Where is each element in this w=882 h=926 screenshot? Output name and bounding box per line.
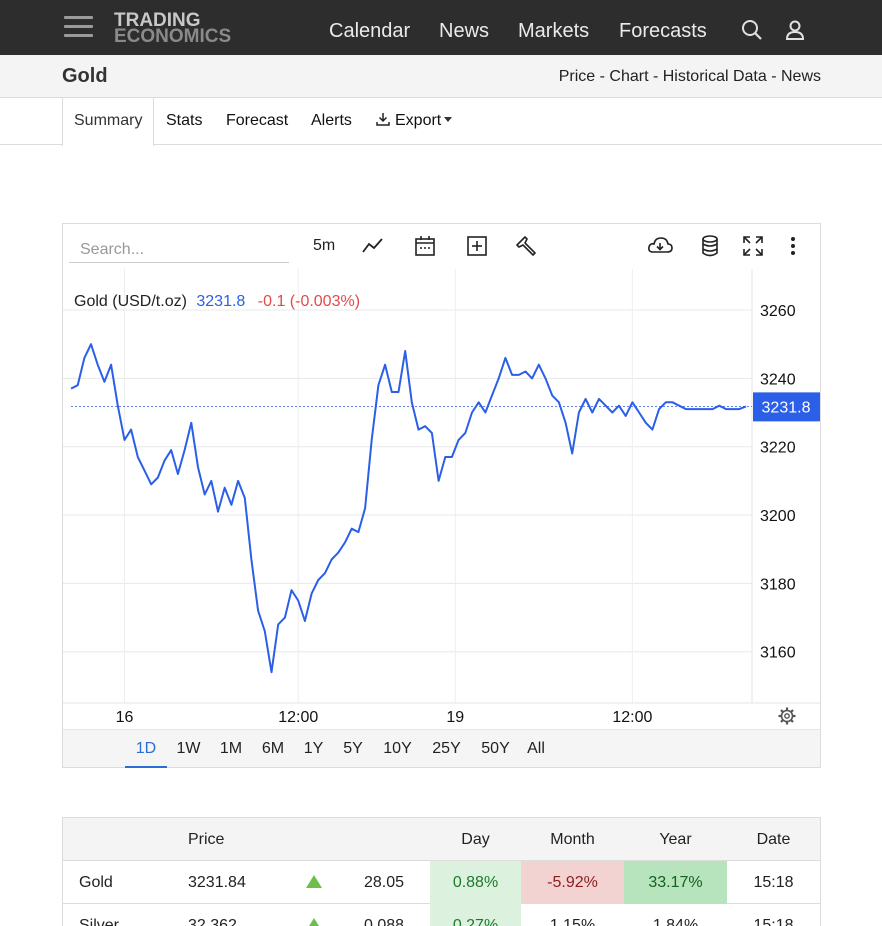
x-tick-label: 12:00 xyxy=(612,709,652,726)
breadcrumb[interactable]: Price - Chart - Historical Data - News xyxy=(558,68,821,85)
logo-line2: ECONOMICS xyxy=(114,26,232,47)
y-tick-label: 3240 xyxy=(760,371,796,388)
calendar-icon[interactable] xyxy=(413,234,437,258)
page-title: Gold xyxy=(62,65,108,87)
cloud-download-icon[interactable] xyxy=(647,234,673,258)
fullscreen-icon[interactable] xyxy=(741,234,765,258)
table-row[interactable]: Silver 32.362 0.088 0.27% 1.15% 1.84% 15… xyxy=(63,904,820,926)
x-tick-label: 19 xyxy=(446,709,464,726)
chevron-down-icon xyxy=(444,117,453,122)
y-tick-label: 3200 xyxy=(760,508,796,525)
wrench-icon[interactable] xyxy=(516,234,540,258)
chart-search-input[interactable] xyxy=(69,237,289,263)
nav-news[interactable]: News xyxy=(439,20,490,42)
range-25y[interactable]: 25Y xyxy=(432,740,461,757)
row-name[interactable]: Gold xyxy=(79,874,113,891)
y-tick-label: 3180 xyxy=(760,576,796,593)
row-year: 1.84% xyxy=(652,917,699,926)
range-all[interactable]: All xyxy=(527,740,545,757)
section-tabs: Summary Stats Forecast Alerts Export xyxy=(0,98,882,146)
legend-last-value: 3231.8 xyxy=(196,293,245,310)
table-row[interactable]: Gold 3231.84 28.05 0.88% -5.92% 33.17% 1… xyxy=(63,861,820,904)
y-tick-label: 3220 xyxy=(760,440,796,457)
header-price: Price xyxy=(188,831,225,848)
x-tick-label: 12:00 xyxy=(278,709,318,726)
range-6m[interactable]: 6M xyxy=(261,740,285,757)
row-price: 3231.84 xyxy=(188,874,246,891)
row-month: -5.92% xyxy=(521,861,624,904)
header-month: Month xyxy=(550,831,595,848)
row-date: 15:18 xyxy=(753,874,794,891)
row-month: 1.15% xyxy=(549,917,596,926)
row-date: 15:18 xyxy=(753,917,794,926)
nav-forecasts[interactable]: Forecasts xyxy=(619,20,707,42)
interval-selector[interactable]: 5m xyxy=(313,237,336,254)
chart-panel: 5m xyxy=(62,223,821,768)
row-day: 0.88% xyxy=(430,861,521,904)
row-day: 0.27% xyxy=(430,904,521,926)
range-1m[interactable]: 1M xyxy=(219,740,243,757)
download-icon xyxy=(376,113,390,126)
range-1w[interactable]: 1W xyxy=(176,740,201,757)
database-icon[interactable] xyxy=(699,234,721,258)
title-strip: Gold Price - Chart - Historical Data - N… xyxy=(0,55,882,98)
price-tag xyxy=(753,392,820,422)
trading-economics-logo[interactable]: TRADING ECONOMICS xyxy=(114,10,232,47)
tab-forecast[interactable]: Forecast xyxy=(226,112,289,129)
tab-export[interactable]: Export xyxy=(375,98,453,145)
y-tick-label: 3160 xyxy=(760,645,796,662)
row-change: 0.088 xyxy=(363,917,405,926)
chart-legend: Gold (USD/t.oz) 3231.8 -0.1 (-0.003%) xyxy=(74,293,360,310)
range-1y[interactable]: 1Y xyxy=(303,740,324,757)
price-tag-label: 3231.8 xyxy=(762,399,811,416)
range-50y[interactable]: 50Y xyxy=(481,740,510,757)
up-arrow-icon xyxy=(306,875,322,888)
tab-alerts[interactable]: Alerts xyxy=(311,112,352,129)
nav-calendar[interactable]: Calendar xyxy=(329,20,411,42)
tab-stats[interactable]: Stats xyxy=(166,112,203,129)
up-arrow-icon xyxy=(306,918,322,926)
top-navbar: TRADING ECONOMICS Calendar News Markets … xyxy=(0,0,882,55)
hamburger-menu-icon[interactable] xyxy=(64,16,93,40)
tab-summary[interactable]: Summary xyxy=(62,98,155,146)
line-chart-type-icon[interactable] xyxy=(361,234,385,258)
quotes-table: Price Day Month Year Date Gold 3231.84 2… xyxy=(62,817,821,926)
row-price: 32.362 xyxy=(188,917,237,926)
table-header: Price Day Month Year Date xyxy=(63,818,820,861)
x-tick-label: 16 xyxy=(116,709,134,726)
row-name[interactable]: Silver xyxy=(79,917,120,926)
row-change: 28.05 xyxy=(363,874,405,891)
chart-settings-gear-icon[interactable] xyxy=(778,707,796,725)
user-account-icon[interactable] xyxy=(784,19,806,41)
search-icon[interactable] xyxy=(741,19,763,41)
header-date: Date xyxy=(756,831,791,848)
more-options-icon[interactable] xyxy=(783,234,803,258)
export-label: Export xyxy=(395,112,442,129)
range-5y[interactable]: 5Y xyxy=(343,740,363,757)
range-selector: 1D 1W 1M 6M 1Y 5Y 10Y 25Y 50Y All xyxy=(63,729,820,768)
y-tick-label: 3260 xyxy=(760,303,796,320)
nav-markets[interactable]: Markets xyxy=(518,20,590,42)
legend-change: -0.1 (-0.003%) xyxy=(258,293,360,310)
logo-line1: TRADING xyxy=(114,10,201,31)
range-1d[interactable]: 1D xyxy=(125,730,167,768)
range-10y[interactable]: 10Y xyxy=(383,740,412,757)
header-year: Year xyxy=(659,831,692,848)
legend-title: Gold (USD/t.oz) xyxy=(74,293,187,310)
header-day: Day xyxy=(461,831,490,848)
row-year: 33.17% xyxy=(624,861,727,904)
chart-toolbar: 5m xyxy=(63,224,820,269)
gold-price-series xyxy=(70,343,747,674)
add-comparison-icon[interactable] xyxy=(465,234,489,258)
